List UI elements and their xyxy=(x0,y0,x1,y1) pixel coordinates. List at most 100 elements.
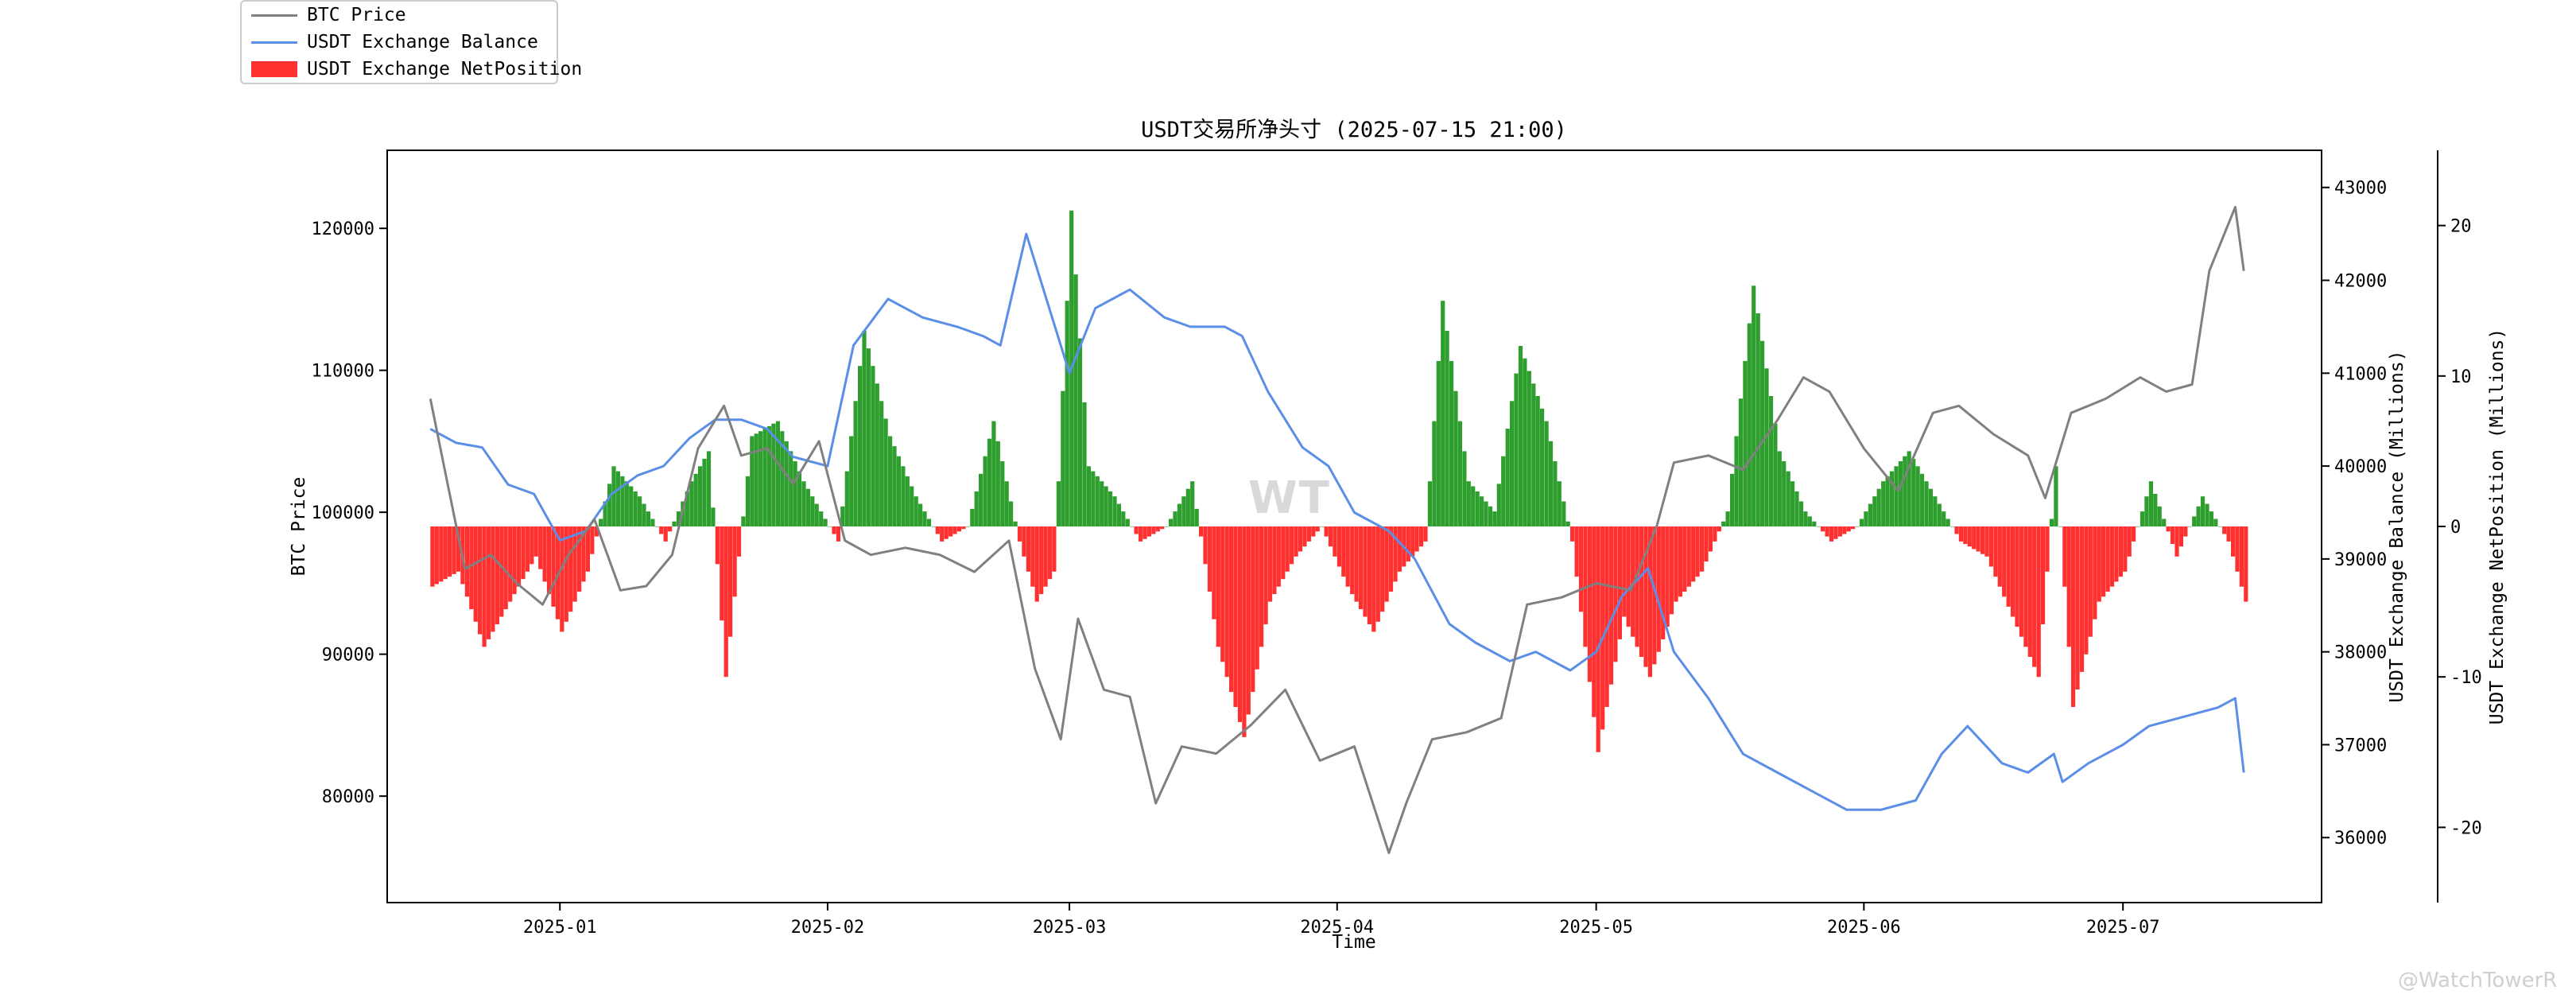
netposition-bar-83 xyxy=(789,451,793,526)
netposition-bar-299 xyxy=(1721,521,1726,526)
netposition-bar-68 xyxy=(724,526,728,678)
netposition-bar-404 xyxy=(2174,526,2179,557)
netposition-bar-194 xyxy=(1267,526,1273,602)
netposition-bar-67 xyxy=(720,526,724,621)
netposition-bar-62 xyxy=(698,466,703,526)
netposition-bar-64 xyxy=(706,451,712,526)
netposition-bar-358 xyxy=(1976,526,1980,552)
netposition-bar-340 xyxy=(1898,461,1903,526)
netposition-bar-347 xyxy=(1928,488,1933,526)
netposition-bar-368 xyxy=(2019,526,2023,637)
netposition-bar-43 xyxy=(615,471,620,526)
netposition-bar-136 xyxy=(1017,526,1022,542)
netposition-bar-117 xyxy=(935,526,940,534)
left-tick-label-0: 80000 xyxy=(322,787,374,807)
netposition-bar-328 xyxy=(1846,526,1851,532)
netposition-bar-115 xyxy=(926,518,932,526)
netposition-bar-168 xyxy=(1155,526,1160,532)
netposition-bar-71 xyxy=(736,526,742,557)
netposition-bar-365 xyxy=(2006,526,2011,607)
netposition-bar-222 xyxy=(1388,526,1394,592)
netposition-bar-125 xyxy=(970,508,975,526)
netposition-bar-154 xyxy=(1095,476,1100,526)
netposition-bar-216 xyxy=(1363,526,1368,617)
netposition-bar-312 xyxy=(1777,451,1782,526)
netposition-bar-253 xyxy=(1523,358,1527,526)
netposition-bar-265 xyxy=(1574,526,1579,577)
netposition-bar-245 xyxy=(1488,506,1493,526)
netposition-bar-270 xyxy=(1596,526,1600,752)
x-tick-label-5: 2025-06 xyxy=(1827,918,1901,938)
netposition-bar-394 xyxy=(2132,526,2136,542)
netposition-bar-195 xyxy=(1272,526,1277,595)
netposition-bar-393 xyxy=(2127,526,2132,557)
netposition-bar-143 xyxy=(1047,526,1053,580)
netposition-bar-81 xyxy=(780,431,785,526)
netposition-bar-141 xyxy=(1039,526,1044,595)
netposition-bar-86 xyxy=(801,481,806,526)
netposition-bar-295 xyxy=(1704,526,1709,562)
netposition-bar-66 xyxy=(715,526,720,565)
netposition-bar-359 xyxy=(1980,526,1985,554)
netposition-bar-200 xyxy=(1294,526,1298,557)
netposition-bar-57 xyxy=(676,511,681,526)
netposition-bar-185 xyxy=(1229,526,1234,693)
netposition-bar-26 xyxy=(542,526,547,582)
netposition-bar-90 xyxy=(819,511,824,526)
netposition-bar-202 xyxy=(1302,526,1307,547)
netposition-bar-271 xyxy=(1600,526,1605,730)
netposition-bar-159 xyxy=(1116,503,1121,526)
netposition-bar-40 xyxy=(603,501,607,526)
netposition-bar-300 xyxy=(1725,511,1730,526)
netposition-bar-212 xyxy=(1345,526,1350,587)
left-axis-label: BTC Price xyxy=(289,477,309,577)
netposition-bar-147 xyxy=(1065,301,1069,526)
netposition-bar-116 xyxy=(931,526,936,527)
netposition-bar-45 xyxy=(624,481,629,526)
netposition-bar-280 xyxy=(1639,526,1644,657)
netposition-bar-196 xyxy=(1276,526,1281,587)
netposition-bar-1 xyxy=(434,526,439,584)
netposition-bar-335 xyxy=(1876,488,1881,526)
legend-label-btc: BTC Price xyxy=(307,5,406,25)
netposition-bar-366 xyxy=(2011,526,2015,617)
netposition-bar-94 xyxy=(836,526,840,542)
netposition-bar-258 xyxy=(1544,421,1549,526)
netposition-bar-100 xyxy=(862,331,867,526)
netposition-bar-246 xyxy=(1492,511,1497,526)
netposition-bar-381 xyxy=(2075,526,2080,689)
right2-tick-label-1: -10 xyxy=(2450,668,2482,688)
netposition-bar-183 xyxy=(1220,526,1225,662)
netposition-bar-163 xyxy=(1134,526,1139,534)
netposition-bar-31 xyxy=(564,526,568,622)
right-axis-label: USDT Exchange Balance (Millions) xyxy=(2387,350,2407,702)
netposition-bar-232 xyxy=(1432,421,1437,526)
netposition-bar-221 xyxy=(1384,526,1389,602)
netposition-bar-386 xyxy=(2097,526,2101,602)
netposition-bar-275 xyxy=(1617,526,1622,639)
netposition-bar-378 xyxy=(2062,526,2067,587)
netposition-bar-269 xyxy=(1592,526,1596,717)
netposition-bar-72 xyxy=(741,516,746,526)
netposition-bar-395 xyxy=(2136,526,2140,527)
netposition-bar-162 xyxy=(1130,526,1135,527)
netposition-bar-167 xyxy=(1151,526,1156,534)
netposition-bar-84 xyxy=(793,461,797,526)
netposition-bar-144 xyxy=(1052,526,1057,572)
netposition-bar-152 xyxy=(1086,466,1091,526)
netposition-bar-380 xyxy=(2071,526,2076,707)
netposition-bar-304 xyxy=(1743,360,1748,526)
netposition-bar-233 xyxy=(1436,360,1441,526)
netposition-bar-169 xyxy=(1160,526,1165,530)
netposition-bar-364 xyxy=(2002,526,2007,597)
netposition-bar-360 xyxy=(1984,526,1989,557)
netposition-bar-400 xyxy=(2157,506,2162,526)
netposition-bar-345 xyxy=(1919,473,1925,526)
netposition-bar-362 xyxy=(1993,526,1998,577)
netposition-bar-349 xyxy=(1937,503,1942,526)
netposition-bar-406 xyxy=(2183,526,2188,537)
netposition-bar-127 xyxy=(979,473,983,526)
netposition-bar-61 xyxy=(693,473,698,526)
netposition-bar-150 xyxy=(1077,338,1083,526)
netposition-bar-266 xyxy=(1578,526,1584,612)
